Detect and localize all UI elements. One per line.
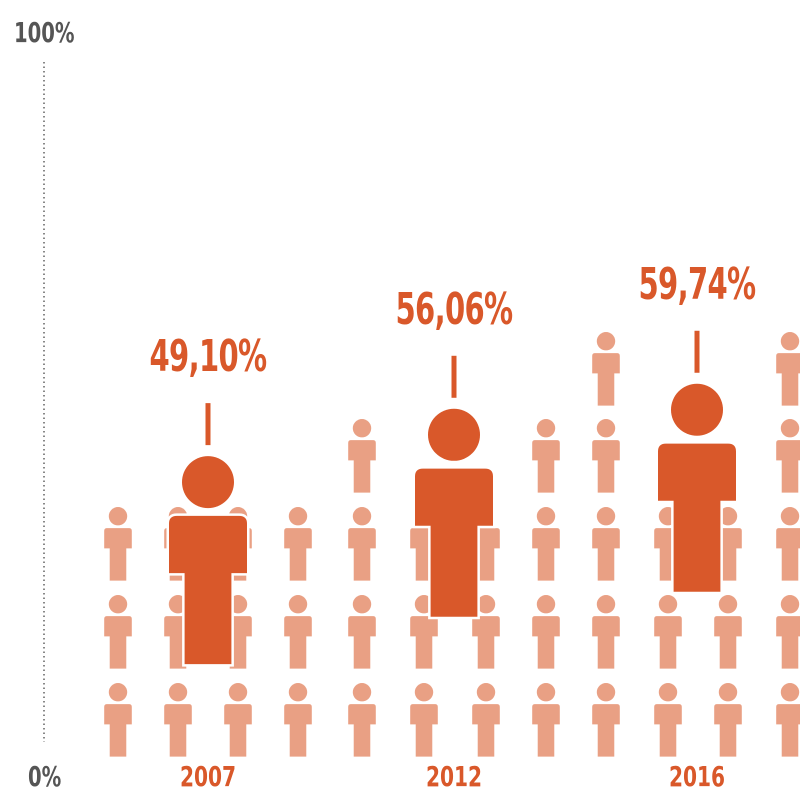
crowd-figure-r0-c7 [532,507,560,581]
value-label-2007: 49,10% [149,331,267,383]
crowd-figure-extra-5 [776,332,800,406]
crowd-figures [104,332,800,757]
crowd-figure-r0-c11 [776,507,800,581]
highlighted-figures [166,381,739,667]
crowd-figure-r2-c5 [410,683,438,757]
crowd-figure-r1-c11 [776,595,800,669]
crowd-figure-r2-c9 [654,683,682,757]
crowd-figure-extra-2 [592,419,620,493]
y-axis-min-label: 0% [28,760,62,793]
crowd-figure-r2-c3 [284,683,312,757]
crowd-figure-r0-c8 [592,507,620,581]
leader-lines [205,330,700,446]
crowd-figure-r2-c4 [348,683,376,757]
crowd-figure-extra-0 [348,419,376,493]
crowd-figure-r2-c2 [224,683,252,757]
figure-2016 [655,381,739,595]
crowd-figure-r2-c8 [592,683,620,757]
crowd-figure-r1-c10 [714,595,742,669]
crowd-figure-r1-c6 [472,595,500,669]
crowd-figure-r0-c3 [284,507,312,581]
crowd-figure-r1-c9 [654,595,682,669]
crowd-figure-r1-c3 [284,595,312,669]
crowd-figure-r1-c8 [592,595,620,669]
figure-2007 [166,453,250,667]
crowd-figure-r1-c4 [348,595,376,669]
year-label-2016: 2016 [668,760,726,793]
figure-2012 [412,406,496,620]
crowd-figure-extra-4 [592,332,620,406]
crowd-figure-r1-c0 [104,595,132,669]
crowd-figure-extra-3 [776,419,800,493]
crowd-figure-r2-c0 [104,683,132,757]
crowd-figure-r2-c10 [714,683,742,757]
crowd-figure-r1-c7 [532,595,560,669]
crowd-figure-extra-1 [532,419,560,493]
value-label-2012: 56,06% [395,283,513,335]
crowd-figure-r0-c0 [104,507,132,581]
year-label-2007: 2007 [179,760,237,793]
crowd-figure-r2-c6 [472,683,500,757]
crowd-figure-r2-c11 [776,683,800,757]
crowd-figure-r2-c1 [164,683,192,757]
y-axis-max-label: 100% [14,16,75,49]
year-label-2012: 2012 [425,760,483,793]
crowd-figure-r2-c7 [532,683,560,757]
value-label-2016: 59,74% [638,258,756,310]
crowd-figure-r0-c4 [348,507,376,581]
